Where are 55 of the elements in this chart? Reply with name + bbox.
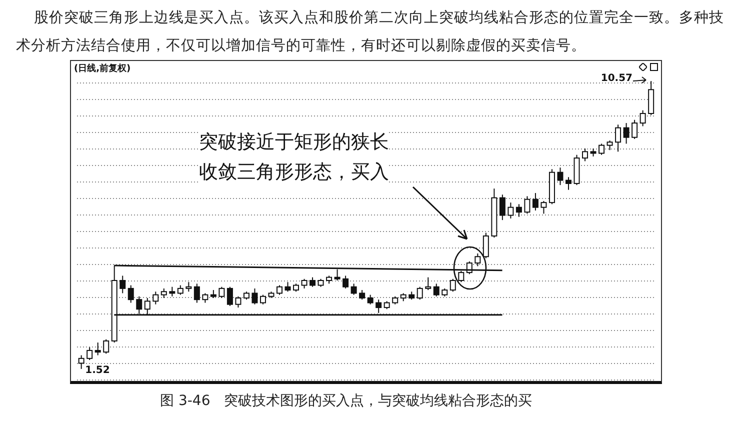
candlestick	[260, 294, 266, 305]
candlestick	[86, 346, 93, 361]
candlestick	[284, 282, 291, 292]
candlestick	[450, 278, 456, 292]
candlestick	[516, 204, 522, 218]
candlestick	[606, 140, 613, 151]
candlestick	[235, 296, 242, 308]
candlestick	[120, 275, 126, 294]
candlestick	[433, 283, 440, 297]
candlestick	[94, 342, 101, 356]
text: 图 3-46 突破技术图形的买入点，与突破均线粘合形态的买	[160, 392, 532, 410]
candlestick	[350, 283, 357, 296]
candlestick	[177, 284, 184, 296]
candlestick	[169, 286, 176, 297]
candlestick	[499, 194, 506, 221]
candlestick	[226, 286, 233, 306]
candlestick	[218, 286, 225, 298]
candlestick	[474, 252, 481, 267]
candlestick	[508, 202, 514, 219]
candlestick	[152, 291, 159, 305]
candlestick	[524, 196, 530, 214]
candlestick	[160, 288, 167, 298]
candlestick	[416, 286, 423, 300]
candlestick	[615, 124, 622, 152]
candlestick	[186, 282, 192, 292]
candlestick	[252, 288, 258, 305]
candlestick	[482, 232, 489, 259]
candlestick	[598, 143, 605, 156]
annotation: 突破接近于矩形的狭长	[199, 130, 389, 155]
candlestick	[582, 148, 588, 162]
candlestick	[557, 167, 564, 186]
annotation: 收敛三角形形态，买入	[199, 160, 389, 185]
candlestick	[632, 119, 638, 140]
candlestick	[276, 284, 282, 296]
annotation: 1.52	[85, 364, 110, 376]
candlestick	[367, 294, 374, 305]
candlestick	[532, 192, 538, 212]
candlestick	[623, 122, 630, 144]
candlestick	[342, 275, 349, 289]
candlestick	[310, 276, 316, 288]
candlestick	[128, 284, 134, 304]
annotation: 10.57	[600, 73, 632, 84]
candlestick	[648, 80, 654, 116]
candlestick	[540, 200, 547, 214]
candlestick	[425, 276, 432, 291]
candlestick	[78, 354, 84, 370]
candlestick	[359, 290, 366, 300]
candlestick	[103, 338, 110, 354]
candlestick	[640, 110, 646, 127]
chart-subtitle: (日线,前复权)	[74, 62, 131, 75]
candlestick	[194, 283, 200, 304]
candlestick	[202, 292, 208, 304]
candlestick	[565, 176, 572, 190]
candlestick	[301, 278, 308, 289]
text: 股价突破三角形上边线是买入点。该买入点和股价第二次向上突破均线粘合形态的位置完全一致。多种技术分析方法结合使用，不仅可以增加信号的可靠性，有时还可以剔除虚假的买卖信号。	[16, 8, 725, 56]
